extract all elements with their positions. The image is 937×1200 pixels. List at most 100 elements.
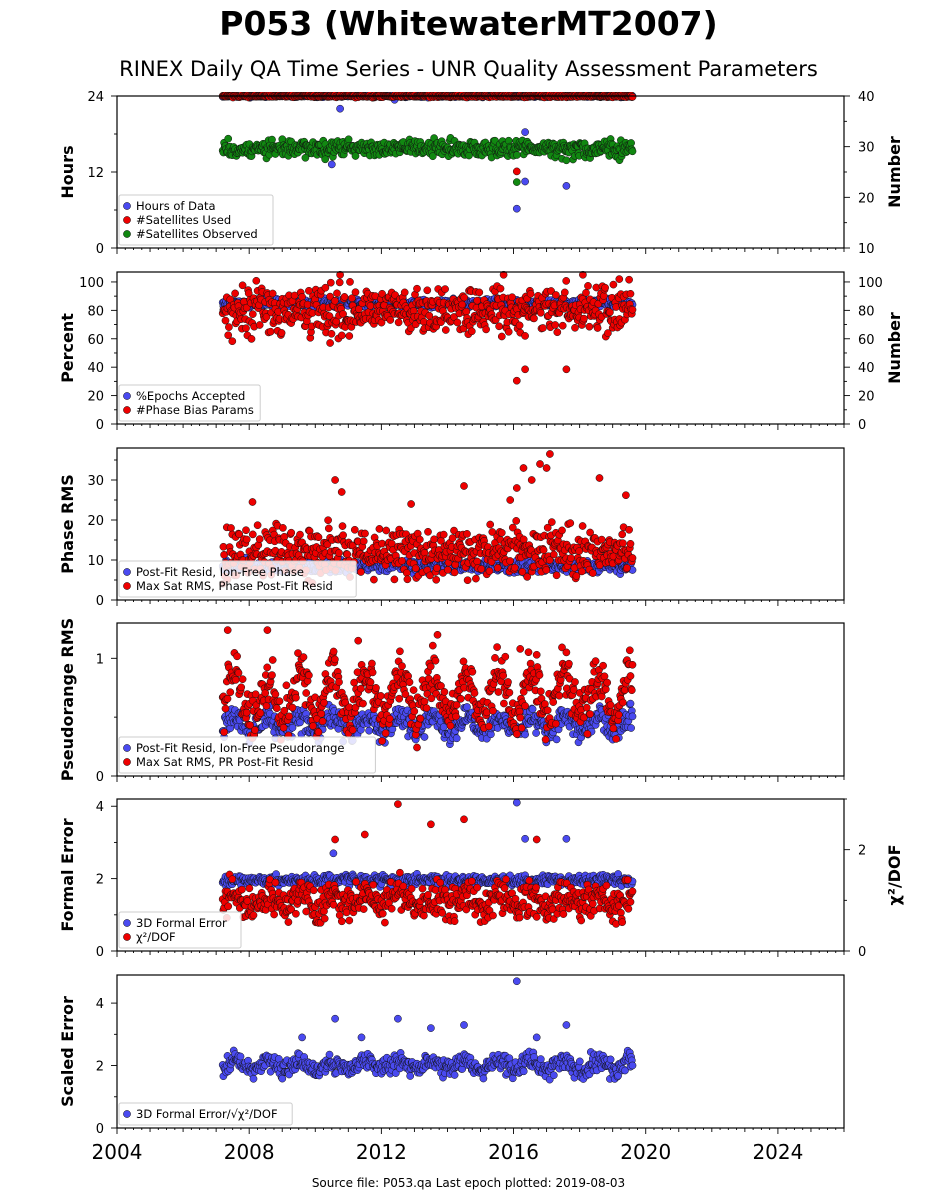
data-point bbox=[526, 290, 535, 298]
y-tick-label: 0 bbox=[96, 242, 104, 257]
data-point bbox=[325, 312, 334, 320]
data-point bbox=[472, 574, 480, 583]
data-point bbox=[441, 285, 449, 293]
outlier-point bbox=[512, 167, 521, 176]
data-point bbox=[477, 565, 486, 573]
legend-entry: Hours of Data bbox=[136, 199, 216, 213]
legend-marker bbox=[123, 406, 131, 414]
outlier-point bbox=[527, 476, 536, 484]
outlier-point bbox=[579, 270, 587, 279]
data-point bbox=[467, 327, 476, 336]
data-point bbox=[365, 726, 373, 735]
data-point bbox=[382, 526, 391, 535]
data-point bbox=[604, 329, 612, 337]
data-point bbox=[398, 557, 406, 565]
data-point bbox=[539, 546, 548, 554]
data-point bbox=[425, 311, 434, 320]
y-tick-label-right: 30 bbox=[858, 141, 875, 156]
legend: Hours of Data#Satellites Used#Satellites… bbox=[118, 194, 274, 246]
legend-marker bbox=[123, 568, 131, 576]
figure-title: P053 (WhitewaterMT2007) bbox=[219, 4, 718, 43]
y-tick-label: 20 bbox=[87, 390, 104, 405]
data-point bbox=[523, 573, 532, 581]
data-point bbox=[626, 539, 635, 548]
legend-entry: #Satellites Observed bbox=[136, 227, 258, 241]
data-point bbox=[235, 530, 244, 539]
data-point bbox=[623, 564, 631, 572]
data-point bbox=[432, 575, 441, 584]
data-point bbox=[255, 321, 264, 329]
data-point bbox=[488, 528, 497, 536]
data-point bbox=[403, 575, 412, 584]
legend-entry: Max Sat RMS, Phase Post-Fit Resid bbox=[136, 579, 333, 593]
data-point bbox=[324, 516, 332, 525]
y-tick-label-right: 0 bbox=[858, 418, 866, 433]
data-point bbox=[411, 564, 420, 573]
data-point bbox=[549, 550, 558, 559]
legend-marker bbox=[123, 582, 131, 590]
data-point bbox=[458, 300, 467, 309]
data-point bbox=[625, 525, 633, 534]
data-point bbox=[361, 529, 369, 538]
outlier-point bbox=[326, 339, 334, 347]
data-point bbox=[415, 535, 424, 544]
data-point bbox=[268, 289, 277, 298]
data-point bbox=[452, 734, 461, 743]
data-point bbox=[508, 523, 517, 532]
data-point bbox=[290, 291, 299, 300]
data-point bbox=[247, 335, 256, 343]
outlier-point bbox=[336, 270, 344, 279]
y-tick-label-right: 10 bbox=[858, 242, 875, 257]
data-point bbox=[578, 522, 587, 530]
data-point bbox=[462, 307, 471, 316]
data-point bbox=[339, 310, 347, 318]
data-point bbox=[448, 534, 457, 542]
data-point bbox=[331, 296, 339, 305]
data-point bbox=[253, 521, 262, 530]
data-point bbox=[485, 567, 494, 575]
y-tick-label: 60 bbox=[87, 333, 104, 348]
data-point bbox=[560, 288, 569, 297]
data-point bbox=[553, 328, 562, 337]
data-point bbox=[513, 151, 521, 159]
data-point bbox=[572, 572, 581, 580]
data-point bbox=[543, 523, 552, 532]
data-point bbox=[558, 321, 567, 330]
data-point bbox=[539, 324, 547, 332]
data-point bbox=[420, 733, 429, 741]
outlier-point bbox=[336, 104, 344, 113]
data-point bbox=[321, 283, 330, 292]
data-point bbox=[493, 564, 502, 572]
data-point bbox=[625, 275, 633, 284]
data-point bbox=[242, 324, 250, 333]
legend-marker bbox=[123, 230, 131, 238]
outlier-point bbox=[512, 484, 521, 492]
legend-entry: #Satellites Used bbox=[136, 213, 231, 227]
y-tick-label-right: 100 bbox=[858, 276, 883, 291]
outlier-point bbox=[506, 496, 515, 504]
data-point bbox=[333, 289, 341, 298]
data-point bbox=[402, 569, 411, 577]
data-point bbox=[536, 308, 545, 317]
data-point bbox=[359, 537, 368, 546]
data-point bbox=[463, 576, 472, 585]
legend-entry: %Epochs Accepted bbox=[136, 389, 245, 403]
data-point bbox=[475, 288, 484, 297]
data-point bbox=[504, 327, 513, 336]
data-point bbox=[426, 571, 434, 580]
data-point bbox=[443, 566, 452, 574]
data-point bbox=[460, 293, 469, 302]
outlier-point bbox=[460, 482, 468, 490]
outlier-point bbox=[337, 488, 346, 496]
y-tick-label-right: 20 bbox=[858, 390, 875, 405]
outlier-point bbox=[512, 376, 521, 385]
outlier-point bbox=[512, 204, 521, 213]
outlier-point bbox=[248, 498, 257, 506]
data-point bbox=[518, 567, 527, 576]
data-point bbox=[606, 308, 614, 317]
